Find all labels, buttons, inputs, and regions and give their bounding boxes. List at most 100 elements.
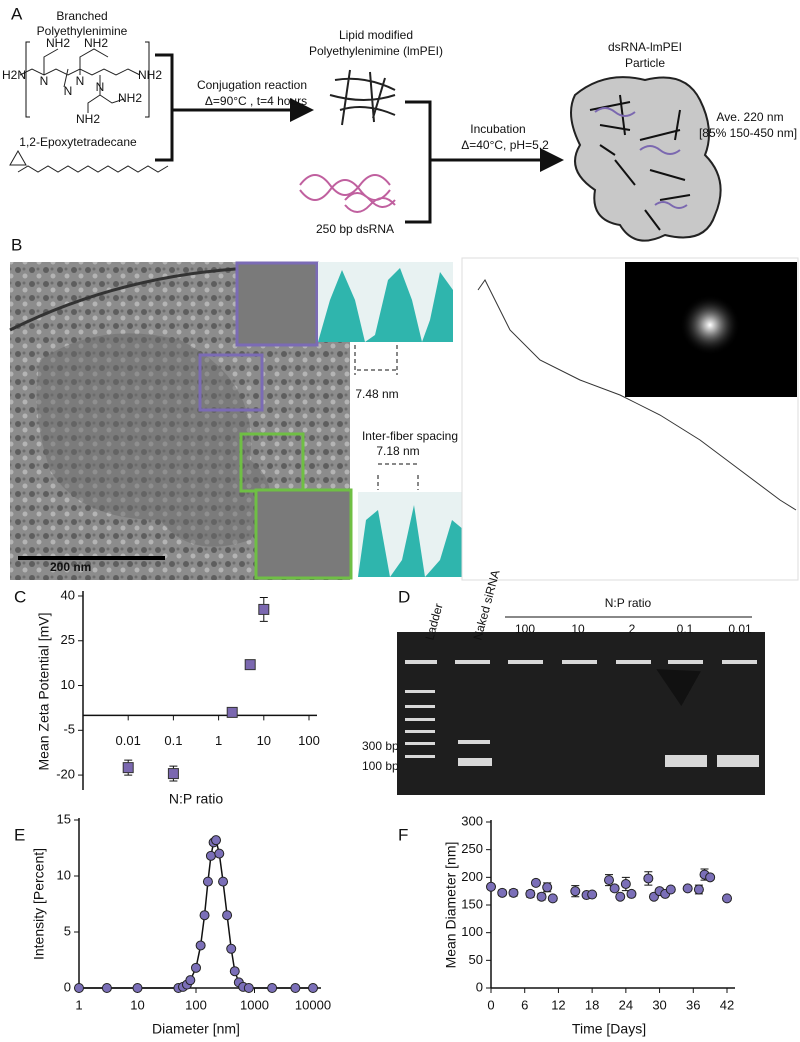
panel-label: B [11, 235, 22, 254]
x-tick-label: 1 [215, 733, 222, 748]
x-tick-label: 1 [75, 997, 82, 1012]
step-conditions: Δ=40°C, pH=5.2 [461, 138, 549, 152]
data-point [290, 983, 301, 993]
spacing-label: 7.18 nm [376, 444, 419, 458]
atom-label: NH2 [118, 91, 142, 105]
x-tick-label: 100 [298, 733, 320, 748]
data-point [199, 910, 210, 921]
lmpei-drawing [329, 69, 396, 126]
lmpei-label: Polyethylenimine (lmPEI) [309, 44, 443, 58]
inset [235, 261, 319, 347]
y-tick-label: 200 [461, 869, 483, 884]
group-title: N:P ratio [605, 596, 652, 610]
y-tick-label: 15 [57, 811, 71, 826]
epoxide-label: 1,2-Epoxytetradecane [19, 135, 137, 149]
step-label: Incubation [470, 122, 525, 136]
particle-label: Particle [625, 56, 665, 70]
data-point [693, 884, 704, 895]
x-tick-label: 10000 [295, 997, 331, 1012]
y-tick-label: 100 [461, 924, 483, 939]
particle-rna [594, 107, 688, 209]
gel-panel [397, 616, 765, 795]
data-point [705, 872, 716, 883]
atom-label: NH2 [138, 68, 162, 82]
data-point [665, 884, 676, 895]
ratio-label: 0.1 [677, 622, 694, 636]
atom-label: N [64, 84, 73, 98]
spacing-caption: Inter-fiber spacing [362, 429, 458, 443]
particle-region [36, 333, 271, 547]
x-tick-label: 36 [686, 997, 700, 1012]
pei-label: Polyethylenimine [37, 24, 128, 38]
panel-label: C [14, 587, 26, 606]
x-tick-label: 0.1 [164, 733, 182, 748]
ratio-label: 0.01 [728, 622, 752, 636]
lmpei-label: Lipid modified [339, 28, 413, 42]
data-point [185, 975, 196, 986]
data-point [547, 893, 558, 904]
atom-label: NH2 [84, 36, 108, 50]
data-point [604, 875, 614, 886]
data-point [626, 888, 637, 899]
data-point [722, 893, 732, 904]
data-point [308, 983, 318, 993]
gel [397, 632, 765, 795]
bracket [25, 41, 150, 118]
dsrna-label: 250 bp dsRNA [316, 222, 394, 236]
profile [318, 268, 453, 342]
data-point [211, 835, 222, 846]
data-point [267, 983, 278, 993]
particle [570, 76, 722, 242]
x-axis-title: Diameter [nm] [152, 1021, 240, 1037]
profile-curve [477, 279, 797, 511]
x-axis-title: N:P ratio [169, 791, 223, 807]
y-tick-label: 0 [64, 979, 71, 994]
micrograph-panel: 200 nm 7.48 nm Inter-fiber spacing 7.18 … [9, 257, 799, 581]
inset [254, 488, 353, 580]
x-tick-label: 0 [487, 997, 494, 1012]
step-conditions: Δ=90°C , t=4 hours [205, 94, 307, 108]
x-tick-label: 30 [652, 997, 666, 1012]
data-point [570, 886, 581, 897]
data-point [258, 603, 270, 615]
particle-label: dsRNA-lmPEI [608, 40, 682, 54]
data-point [530, 877, 541, 888]
y-tick-label: -20 [56, 767, 75, 782]
arrow-line [155, 53, 195, 162]
data-point [74, 983, 84, 993]
x-axis-title: Time [Days] [572, 1021, 646, 1037]
arrow [656, 669, 701, 707]
arrow-line [405, 100, 455, 224]
x-tick-label: 10 [257, 733, 271, 748]
x-tick-label: 18 [585, 997, 599, 1012]
data-point [542, 882, 553, 893]
atom-label: H2N [2, 68, 26, 82]
size-label: Ave. 220 nm [716, 110, 783, 124]
panel-label: E [14, 825, 25, 844]
data-point [587, 889, 598, 900]
data-point [122, 762, 134, 774]
data-point [643, 873, 654, 884]
y-axis-title: Mean Diameter [nm] [443, 842, 459, 969]
data-point [682, 883, 693, 894]
y-tick-label: 10 [61, 677, 75, 692]
ratio-label: 2 [629, 622, 636, 636]
size-label: [85% 150-450 nm] [699, 126, 797, 140]
atom-label: N [40, 74, 49, 88]
data-point [486, 881, 496, 892]
marker-label: 300 bp [362, 739, 399, 753]
y-tick-label: -5 [63, 722, 75, 737]
x-tick-label: 100 [185, 997, 207, 1012]
data-point [167, 768, 179, 780]
data-point [132, 983, 143, 993]
y-tick-label: 40 [61, 587, 75, 602]
data-point [202, 876, 213, 887]
data-point [222, 910, 233, 921]
data-point [205, 850, 216, 861]
y-axis-title: Mean Zeta Potential [mV] [36, 613, 52, 771]
data-point [497, 887, 508, 898]
x-tick-label: 0.01 [116, 733, 141, 748]
y-tick-label: 300 [461, 813, 483, 828]
